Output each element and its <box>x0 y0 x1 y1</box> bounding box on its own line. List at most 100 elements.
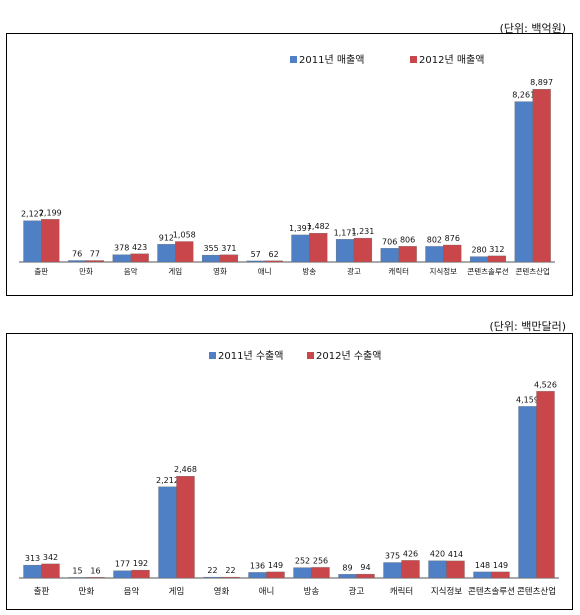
bar-s1-8 <box>380 248 399 263</box>
data-label-s2-10: 312 <box>489 245 504 254</box>
bar-s2-10 <box>487 255 507 263</box>
data-label-s1-11: 4,159 <box>516 395 539 404</box>
bar-s2-2 <box>131 569 150 579</box>
data-label-s1-11: 8,261 <box>512 91 535 100</box>
data-label-s2-0: 2,199 <box>39 208 62 217</box>
x-tick-label-6: 방송 <box>304 586 320 597</box>
data-label-s2-7: 94 <box>360 563 370 572</box>
x-tick-label-4: 영화 <box>213 266 227 276</box>
data-label-s1-3: 912 <box>159 233 174 242</box>
bar-s2-8 <box>401 560 420 579</box>
bar-s2-7 <box>353 237 373 263</box>
x-tick-label-9: 지식정보 <box>431 586 462 597</box>
legend-swatch-1 <box>290 56 297 63</box>
x-tick-label-1: 만화 <box>79 267 93 276</box>
data-label-s1-4: 355 <box>203 244 218 253</box>
data-label-s2-0: 342 <box>43 553 58 562</box>
bar-s1-7 <box>338 574 357 579</box>
data-label-s2-3: 1,058 <box>173 231 196 240</box>
bar-s2-0 <box>41 563 60 579</box>
chart2-panel: 2011년 수출액 2012년 수출액 313 342 출판 15 16 만화 177 192 음악… <box>6 333 573 610</box>
bar-s2-10 <box>491 571 510 579</box>
bar-s1-10 <box>469 256 489 263</box>
bar-s2-5 <box>266 571 285 579</box>
x-tick-label-0: 출판 <box>34 266 48 276</box>
bar-s2-9 <box>443 244 462 263</box>
data-label-s2-4: 22 <box>225 566 235 575</box>
bar-s1-6 <box>291 234 310 263</box>
x-tick-label-5: 애니 <box>259 586 275 597</box>
legend-swatch-2 <box>410 56 417 63</box>
legend-swatch-2 <box>307 352 314 359</box>
data-label-s2-11: 8,897 <box>530 78 553 87</box>
x-tick-label-5: 애니 <box>258 267 272 276</box>
x-tick-label-3: 게임 <box>169 586 185 597</box>
data-label-s2-2: 423 <box>132 243 147 252</box>
bar-s2-3 <box>176 476 195 579</box>
bar-s2-5 <box>264 260 283 263</box>
bar-s1-1 <box>67 260 87 263</box>
x-tick-label-4: 영화 <box>214 586 230 597</box>
legend-label-2: 2012년 수출액 <box>316 350 381 362</box>
chart1-unit-label: (단위: 백억원) <box>499 22 566 35</box>
bar-s1-0 <box>23 220 42 263</box>
x-tick-label-8: 캐릭터 <box>390 586 413 597</box>
bar-s2-4 <box>219 254 239 263</box>
data-label-s2-6: 1,482 <box>307 222 330 231</box>
data-label-s2-10: 149 <box>493 561 508 570</box>
data-label-s2-8: 426 <box>403 549 418 558</box>
data-label-s2-4: 371 <box>221 244 236 253</box>
data-label-s1-7: 1,171 <box>334 228 357 237</box>
data-label-s2-5: 149 <box>268 561 283 570</box>
data-label-s1-6: 1,397 <box>289 224 312 233</box>
bar-s1-8 <box>383 562 402 579</box>
data-label-s1-5: 136 <box>250 561 265 570</box>
x-tick-label-11: 콘텐츠산업 <box>515 266 550 276</box>
x-tick-label-2: 음악 <box>124 586 140 597</box>
x-tick-label-3: 게임 <box>168 266 182 276</box>
data-label-s2-3: 2,468 <box>174 465 197 474</box>
legend-swatch-1 <box>209 352 216 359</box>
bar-s1-3 <box>157 244 176 263</box>
chart2-unit-label: (단위: 백만달러) <box>489 320 566 333</box>
bar-s2-2 <box>130 253 149 263</box>
data-label-s1-8: 375 <box>385 552 400 561</box>
bar-s1-4 <box>201 254 221 263</box>
data-label-s1-1: 15 <box>72 566 82 575</box>
bar-s1-1 <box>68 577 87 579</box>
bar-s1-11 <box>514 101 533 263</box>
x-tick-label-7: 광고 <box>347 266 361 276</box>
data-label-s1-9: 420 <box>430 550 445 559</box>
data-label-s2-1: 77 <box>90 250 100 259</box>
data-label-s2-2: 192 <box>133 559 148 568</box>
bar-s2-0 <box>41 219 60 263</box>
data-label-s2-7: 1,231 <box>351 227 374 236</box>
x-tick-label-11: 콘텐츠산업 <box>517 586 556 597</box>
bar-s2-6 <box>309 233 328 263</box>
x-tick-label-6: 방송 <box>302 266 316 276</box>
bar-s1-3 <box>158 486 177 579</box>
chart2-svg: 2011년 수출액 2012년 수출액 313 342 출판 15 16 만화 177 192 음악… <box>19 350 559 597</box>
bar-s1-2 <box>112 254 131 263</box>
data-label-s2-6: 256 <box>313 556 328 565</box>
data-label-s2-9: 876 <box>445 234 460 243</box>
x-tick-label-2: 음악 <box>124 266 138 276</box>
bar-s1-6 <box>293 567 312 579</box>
data-label-s1-0: 2,127 <box>21 210 44 219</box>
data-label-s1-0: 313 <box>25 554 40 563</box>
bar-s2-11 <box>536 391 555 579</box>
bar-s1-4 <box>203 576 222 579</box>
data-label-s1-2: 177 <box>115 560 130 569</box>
chart1-panel: 2011년 매출액 2012년 매출액 2,127 2,199 출판 76 77 만화 378 4… <box>6 33 573 296</box>
data-label-s1-10: 280 <box>471 246 486 255</box>
data-label-s1-1: 76 <box>72 250 82 259</box>
x-tick-label-8: 캐릭터 <box>388 267 409 276</box>
bar-s1-10 <box>473 571 492 579</box>
bar-s1-5 <box>248 572 267 579</box>
x-tick-label-7: 광고 <box>349 586 365 597</box>
x-tick-label-9: 지식정보 <box>429 266 457 276</box>
bar-s1-0 <box>23 564 42 579</box>
data-label-s1-9: 802 <box>427 235 442 244</box>
data-label-s1-4: 22 <box>207 566 217 575</box>
